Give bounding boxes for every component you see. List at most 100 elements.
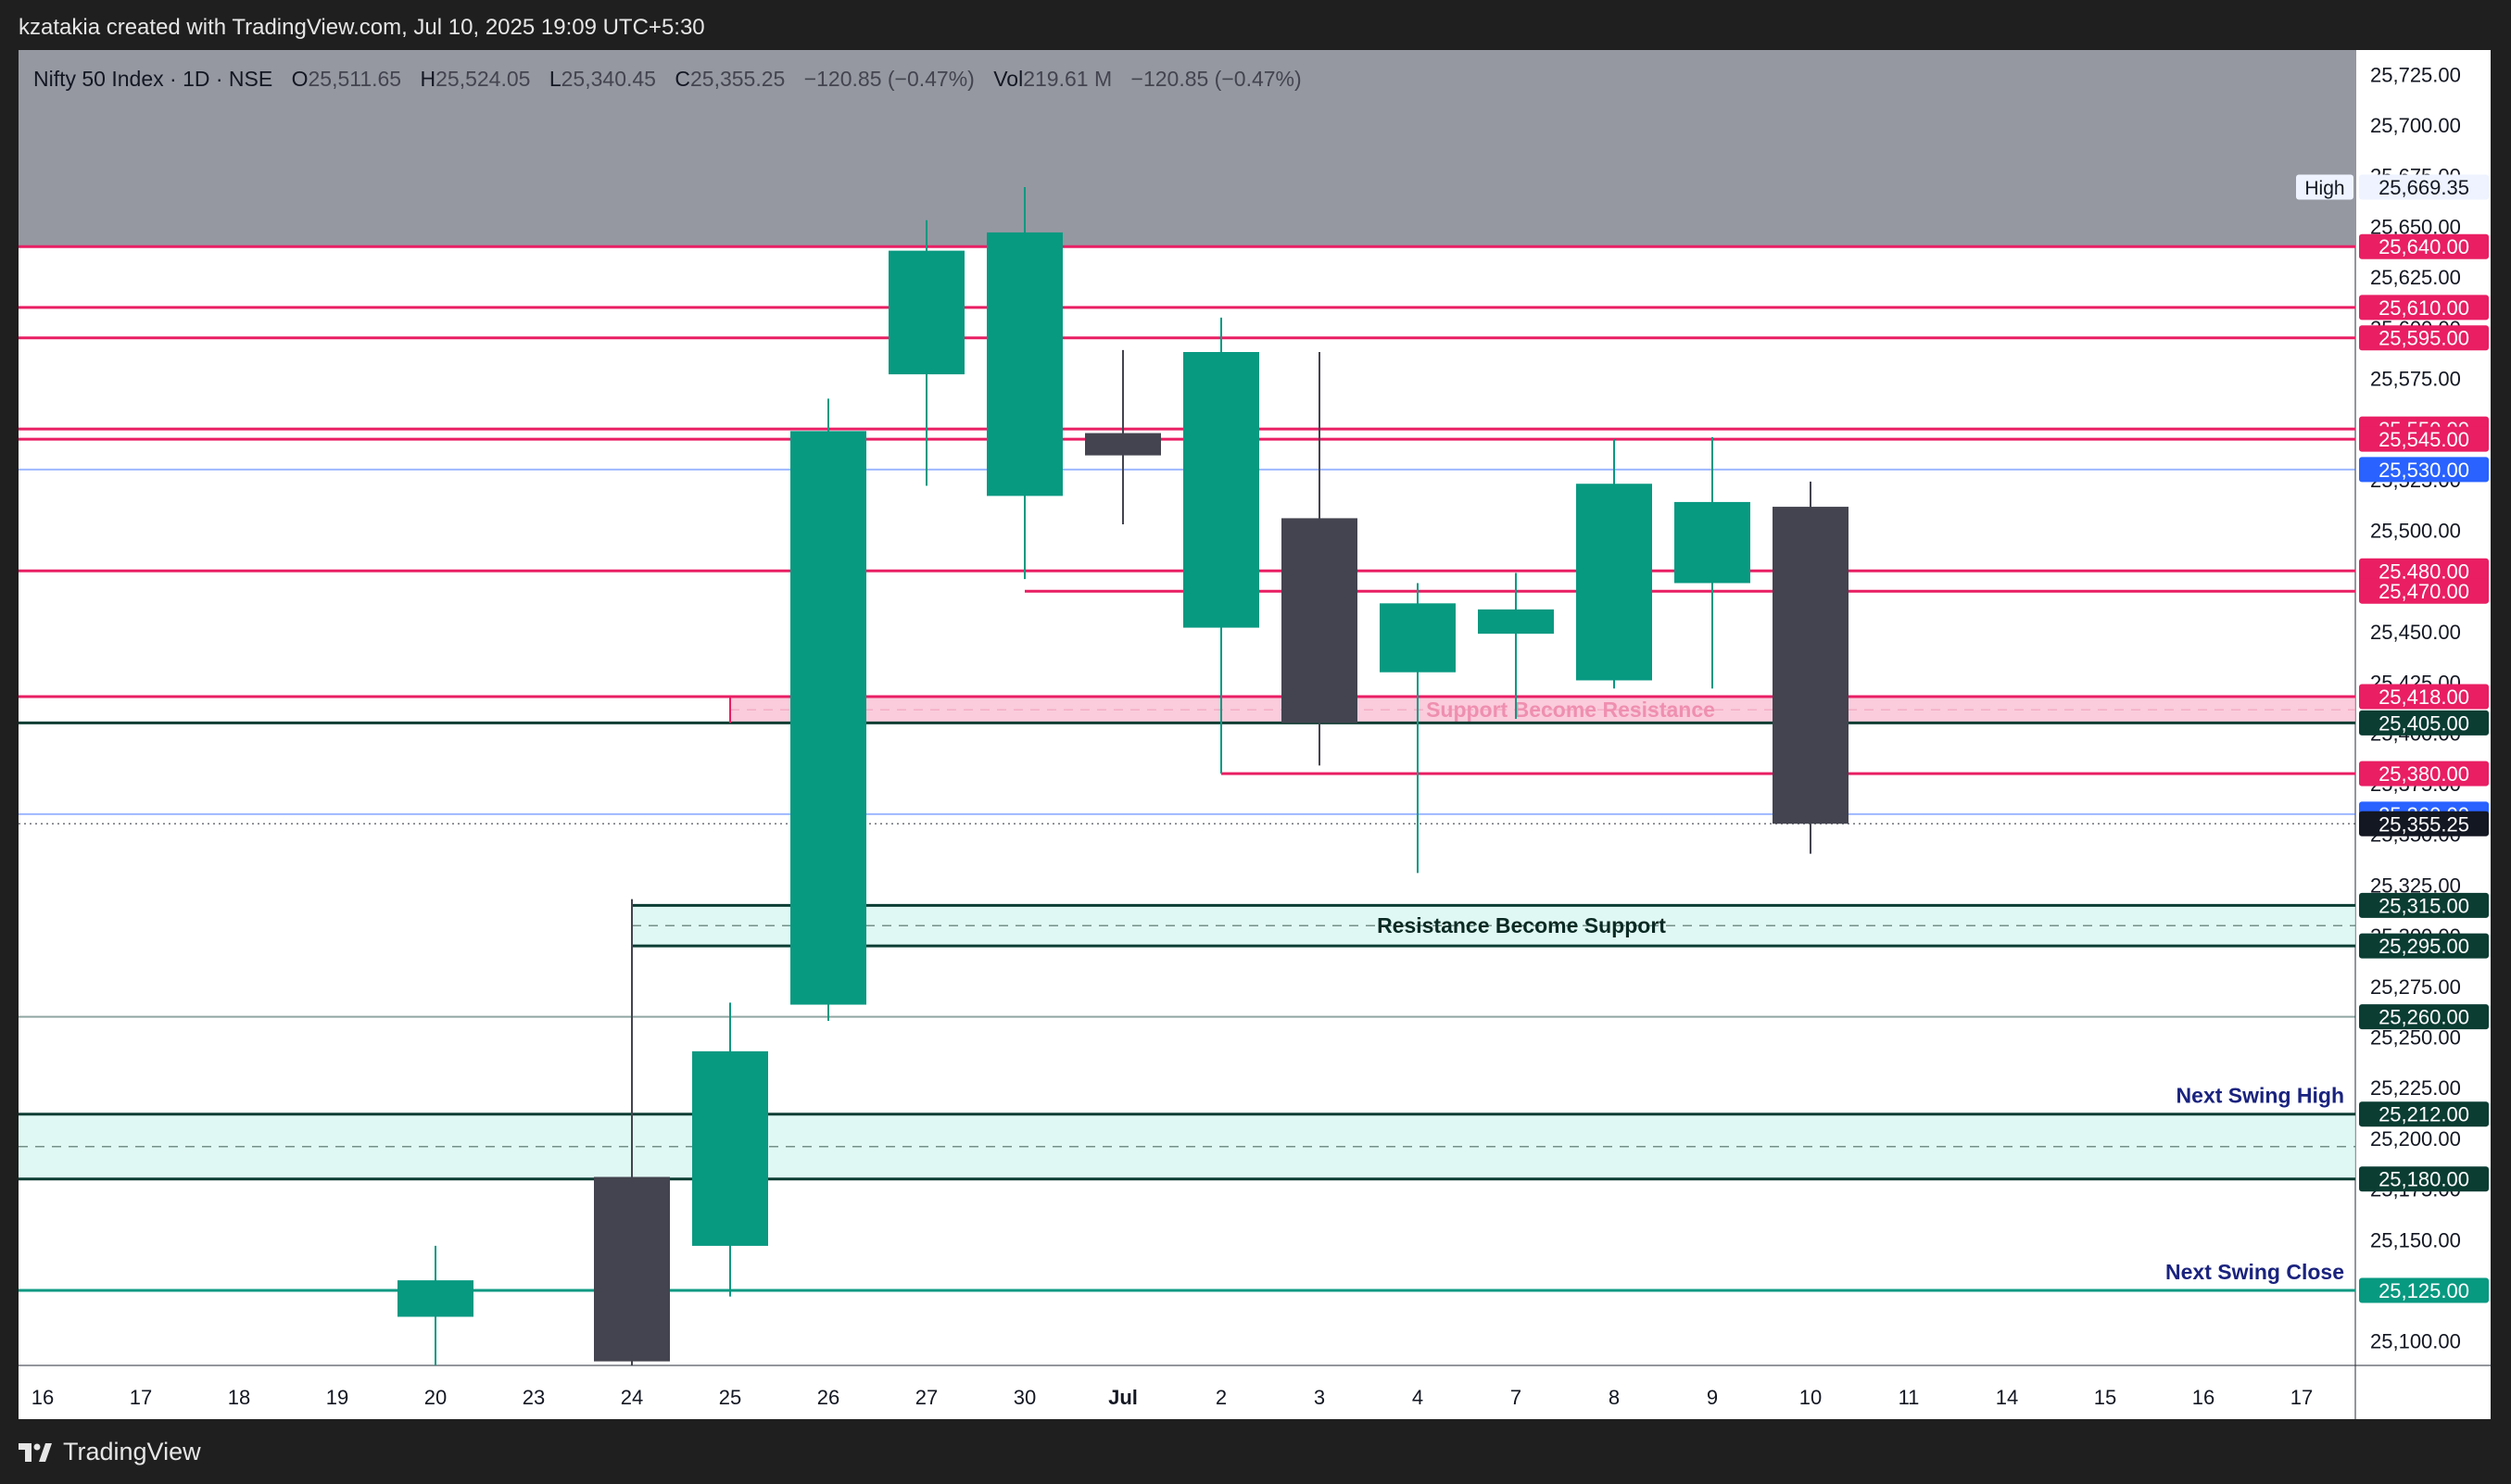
legend-low-value: 25,340.45 xyxy=(562,67,656,91)
price-badge-label: 25,260.00 xyxy=(2379,1006,2469,1029)
y-tick-label: 25,250.00 xyxy=(2370,1026,2461,1050)
x-tick-label: 3 xyxy=(1314,1386,1325,1409)
y-tick-label: 25,500.00 xyxy=(2370,520,2461,543)
last-price-label: 25,355.25 xyxy=(2379,812,2469,836)
x-tick-label: 10 xyxy=(1799,1386,1822,1409)
high-marker-tag xyxy=(2296,174,2353,200)
x-tick-label: 18 xyxy=(228,1386,250,1409)
legend-volume-label: Vol xyxy=(993,67,1023,91)
price-badge xyxy=(2359,892,2489,918)
x-tick-label: Jul xyxy=(1108,1386,1138,1409)
x-tick-label: 17 xyxy=(130,1386,152,1409)
tradingview-logo-icon xyxy=(19,1442,52,1462)
x-tick-label: 4 xyxy=(1412,1386,1423,1409)
candle-body xyxy=(987,232,1063,497)
price-badge-label: 25,470.00 xyxy=(2379,580,2469,603)
candle-body xyxy=(1773,507,1849,824)
y-tick-label: 25,625.00 xyxy=(2370,266,2461,289)
x-tick-label: 7 xyxy=(1510,1386,1521,1409)
price-badge-label: 25,405.00 xyxy=(2379,711,2469,735)
x-tick-label: 20 xyxy=(424,1386,447,1409)
tradingview-brand[interactable]: TradingView xyxy=(19,1438,201,1466)
candle-body xyxy=(1183,352,1259,628)
y-tick-label: 25,450.00 xyxy=(2370,621,2461,644)
candle-body xyxy=(692,1050,768,1246)
legend-close-label: C xyxy=(675,67,690,91)
x-tick-label: 2 xyxy=(1216,1386,1227,1409)
time-axis-ticks: 16 17 18 19 20 23 24 25 26 27 30 Jul 2 3 4 7 8 9 10 11 14 15 1… xyxy=(32,1386,2313,1409)
legend-high-value: 25,524.05 xyxy=(435,67,530,91)
price-badge xyxy=(2359,761,2489,786)
y-tick-label: 25,225.00 xyxy=(2370,1076,2461,1100)
candle-body xyxy=(1674,501,1750,584)
price-badge xyxy=(2359,684,2489,710)
price-badge xyxy=(2359,233,2489,259)
x-tick-label: 24 xyxy=(621,1386,643,1409)
x-tick-label: 8 xyxy=(1609,1386,1620,1409)
y-tick-label: 25,150.00 xyxy=(2370,1228,2461,1251)
y-tick-label: 25,575.00 xyxy=(2370,367,2461,390)
price-badge-label: 25,212.00 xyxy=(2379,1103,2469,1126)
high-marker-label: High xyxy=(2304,178,2344,199)
x-tick-label: 16 xyxy=(2192,1386,2214,1409)
footer-bar: TradingView xyxy=(0,1419,2511,1484)
x-tick-label: 25 xyxy=(719,1386,741,1409)
candle-body xyxy=(1478,609,1554,635)
price-badge xyxy=(2359,1277,2489,1303)
brand-name: TradingView xyxy=(63,1438,201,1465)
price-badges-layer: 25,640.0025,610.0025,595.0025,550.0025,5… xyxy=(2296,174,2489,1303)
x-tick-label: 15 xyxy=(2094,1386,2116,1409)
legend: Nifty 50 Index · 1D · NSE O25,511.65 H25… xyxy=(33,67,1302,91)
candle-body xyxy=(889,250,965,375)
price-badge xyxy=(2359,1166,2489,1192)
levels-layer xyxy=(19,245,2355,1292)
price-badge-label: 25,545.00 xyxy=(2379,428,2469,451)
y-tick-label: 25,200.00 xyxy=(2370,1127,2461,1151)
price-badge xyxy=(2359,933,2489,959)
legend-open-label: O xyxy=(292,67,309,91)
price-badge xyxy=(2359,1101,2489,1127)
candles-layer[interactable] xyxy=(397,187,1849,1365)
x-tick-label: 14 xyxy=(1996,1386,2018,1409)
candle-body xyxy=(790,431,866,1005)
y-tick-label: 25,725.00 xyxy=(2370,63,2461,86)
price-badge xyxy=(2359,457,2489,483)
candle-body xyxy=(594,1176,670,1362)
price-badge-label: 25,315.00 xyxy=(2379,894,2469,917)
x-tick-label: 27 xyxy=(915,1386,938,1409)
price-badge-label: 25,380.00 xyxy=(2379,762,2469,786)
axis-corner xyxy=(2355,1365,2491,1419)
price-badge xyxy=(2359,295,2489,321)
candle-body xyxy=(1281,518,1357,723)
legend-symbol: Nifty 50 Index · 1D · NSE xyxy=(33,67,272,91)
last-price-badge xyxy=(2359,811,2489,836)
chart-caption: kzatakia created with TradingView.com, J… xyxy=(19,15,705,40)
price-badge-label: 25,610.00 xyxy=(2379,296,2469,320)
x-tick-label: 11 xyxy=(1899,1386,1920,1409)
price-badge-label: 25,180.00 xyxy=(2379,1168,2469,1191)
annotations-layer: Next Swing High Next Swing Close xyxy=(2165,1084,2344,1284)
line-annotation: Next Swing High xyxy=(2177,1084,2344,1108)
x-tick-label: 30 xyxy=(1014,1386,1036,1409)
price-badge-label: 25,125.00 xyxy=(2379,1279,2469,1302)
x-tick-label: 17 xyxy=(2290,1386,2313,1409)
high-marker-badge xyxy=(2359,174,2489,200)
high-marker-value: 25,669.35 xyxy=(2379,176,2469,199)
shaded-region xyxy=(19,50,2355,247)
x-tick-label: 23 xyxy=(523,1386,545,1409)
candle-body xyxy=(1576,484,1652,681)
price-badge-label: 25,640.00 xyxy=(2379,235,2469,258)
y-tick-label: 25,100.00 xyxy=(2370,1330,2461,1353)
legend-low-label: L xyxy=(549,67,562,91)
price-badge xyxy=(2359,325,2489,351)
price-chart[interactable]: Support Become Resistance Resistance Beco… xyxy=(0,50,2511,1419)
legend-high-label: H xyxy=(421,67,436,91)
x-tick-label: 26 xyxy=(817,1386,839,1409)
x-tick-label: 19 xyxy=(326,1386,348,1409)
time-axis-panel[interactable] xyxy=(19,1365,2355,1419)
price-badge xyxy=(2359,426,2489,452)
y-tick-label: 25,275.00 xyxy=(2370,975,2461,999)
line-annotation: Next Swing Close xyxy=(2165,1260,2344,1284)
price-badge-label: 25,595.00 xyxy=(2379,327,2469,350)
legend-volume-value: 219.61 M xyxy=(1023,67,1112,91)
